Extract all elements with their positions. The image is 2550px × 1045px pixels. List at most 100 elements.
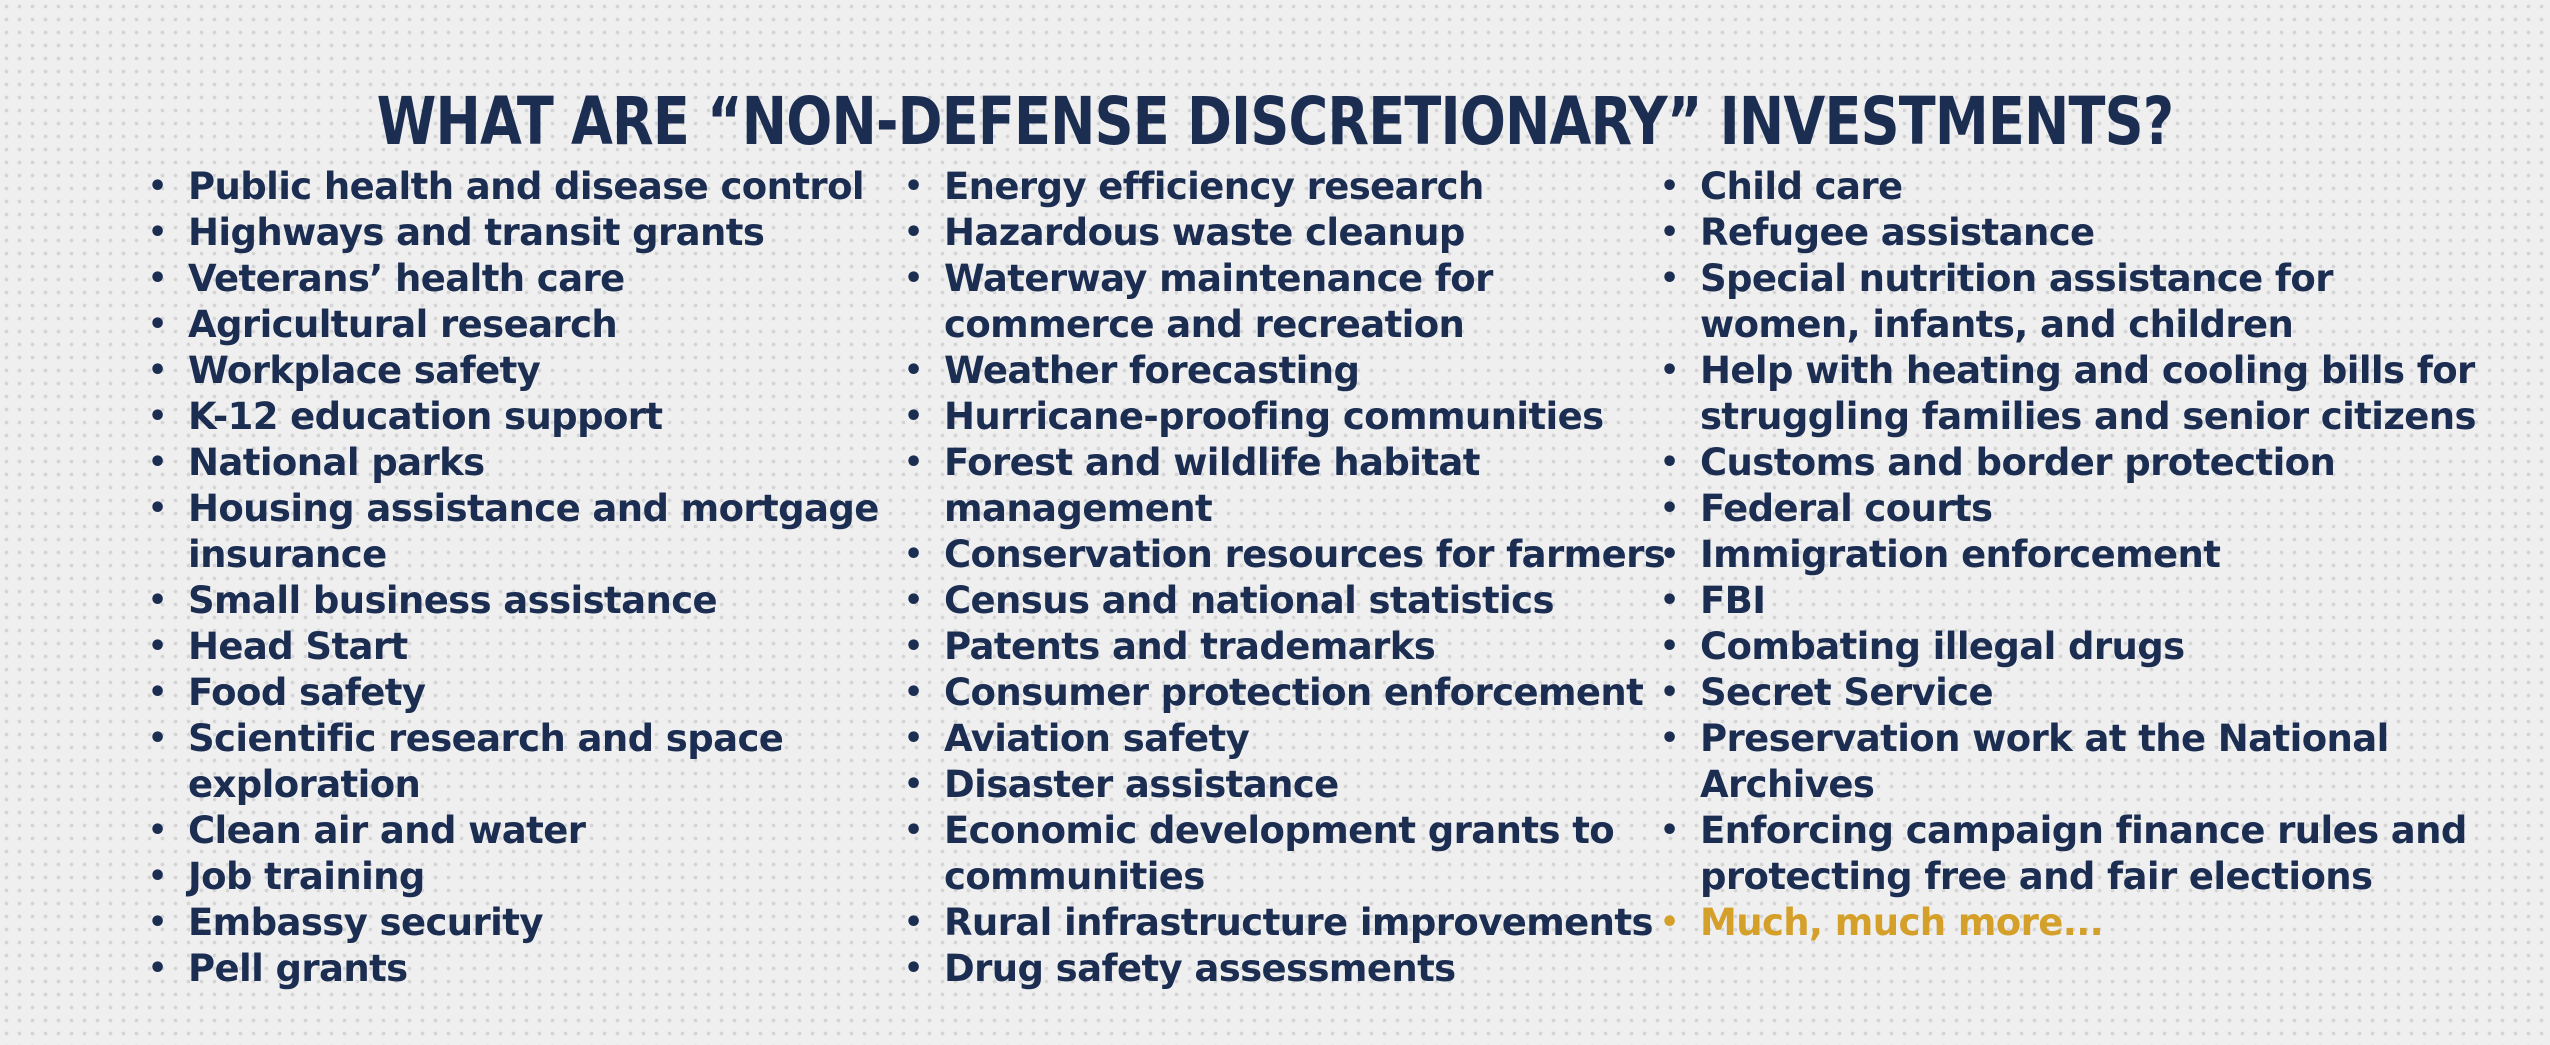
- list-item-text: Forest and wildlife habitat: [944, 441, 1481, 484]
- list-item-text: struggling families and senior citizens: [1700, 395, 2477, 438]
- list-item-text: Federal courts: [1700, 487, 1993, 530]
- list-item: • Scientific research and space exploratio…: [148, 716, 848, 808]
- bullet-icon: •: [904, 353, 923, 388]
- bullet-icon: •: [904, 261, 923, 296]
- list-item-text: Aviation safety: [944, 717, 1250, 760]
- list-item: • Census and national statistics: [904, 578, 1624, 624]
- bullet-icon: •: [1660, 445, 1679, 480]
- bullet-icon: •: [148, 859, 167, 894]
- page-title: WHAT ARE “NON-DEFENSE DISCRETIONARY” INV…: [376, 83, 2175, 161]
- bullet-icon: •: [1660, 629, 1679, 664]
- list-item-text: insurance: [188, 533, 387, 576]
- list-item: • Immigration enforcement: [1660, 532, 2420, 578]
- list-item: • Embassy security: [148, 900, 848, 946]
- investment-list-column-2: • Energy efficiency research • Hazardous wa…: [904, 164, 1666, 992]
- list-item: • K-12 education support: [148, 394, 848, 440]
- bullet-icon: •: [148, 813, 167, 848]
- bullet-icon: •: [1660, 721, 1679, 756]
- list-item-text: Energy efficiency research: [944, 165, 1484, 208]
- list-item: • Hurricane-proofing communities: [904, 394, 1624, 440]
- list-item: • Small business assistance: [148, 578, 848, 624]
- list-item-text: Census and national statistics: [944, 579, 1555, 622]
- list-item-text: Job training: [188, 855, 425, 898]
- bullet-icon: •: [148, 399, 167, 434]
- bullet-icon: •: [904, 905, 923, 940]
- bullet-icon: •: [148, 675, 167, 710]
- list-item: • Veterans’ health care: [148, 256, 848, 302]
- list-item-text: exploration: [188, 763, 421, 806]
- bullet-icon: •: [1660, 813, 1679, 848]
- bullet-icon: •: [904, 813, 923, 848]
- list-item-text: Highways and transit grants: [188, 211, 765, 254]
- bullet-icon: •: [904, 445, 923, 480]
- list-item-text: Weather forecasting: [944, 349, 1360, 392]
- list-item: • Public health and disease control: [148, 164, 865, 210]
- list-item: • Pell grants: [148, 946, 848, 992]
- bullet-icon: •: [1660, 675, 1679, 710]
- list-item-text: Refugee assistance: [1700, 211, 2095, 254]
- list-item: • Forest and wildlife habitat management: [904, 440, 1624, 532]
- list-item: • Hazardous waste cleanup: [904, 210, 1624, 256]
- list-item-text: Food safety: [188, 671, 426, 714]
- bullet-icon: •: [904, 583, 923, 618]
- list-item: • Aviation safety: [904, 716, 1624, 762]
- list-item-text: Drug safety assessments: [944, 947, 1456, 990]
- list-item: • Conservation resources for farmers: [904, 532, 1666, 578]
- list-item-text: Pell grants: [188, 947, 408, 990]
- list-item-text: Child care: [1700, 165, 1903, 208]
- bullet-icon: •: [148, 307, 167, 342]
- list-item: • Customs and border protection: [1660, 440, 2420, 486]
- bullet-icon: •: [148, 721, 167, 756]
- list-item-text: Customs and border protection: [1700, 441, 2336, 484]
- list-item-text: Clean air and water: [188, 809, 586, 852]
- list-item: • Weather forecasting: [904, 348, 1624, 394]
- list-item-text: Veterans’ health care: [188, 257, 625, 300]
- bullet-icon: •: [904, 629, 923, 664]
- list-item-text: Economic development grants to: [944, 809, 1615, 852]
- bullet-icon: •: [1660, 905, 1679, 940]
- list-item-text: Preservation work at the National: [1700, 717, 2389, 760]
- list-item: • Waterway maintenance for commerce and re…: [904, 256, 1624, 348]
- list-item: • Federal courts: [1660, 486, 2420, 532]
- list-item: • Agricultural research: [148, 302, 848, 348]
- list-item: • Help with heating and cooling bills for…: [1660, 348, 2477, 440]
- bullet-icon: •: [148, 951, 167, 986]
- list-item: • Housing assistance and mortgage insuranc…: [148, 486, 879, 578]
- bullet-icon: •: [148, 445, 167, 480]
- more-text: Much, much more...: [1700, 901, 2104, 944]
- bullet-icon: •: [1660, 583, 1679, 618]
- list-item-text: Agricultural research: [188, 303, 618, 346]
- list-item-text: Housing assistance and mortgage: [188, 487, 879, 530]
- list-item-text: management: [944, 487, 1213, 530]
- bullet-icon: •: [148, 491, 167, 526]
- list-item: • Workplace safety: [148, 348, 848, 394]
- list-item: • Drug safety assessments: [904, 946, 1624, 992]
- investment-list-column-3: • Child care • Refugee assistance • Special n…: [1660, 164, 2477, 946]
- list-item-text: Rural infrastructure improvements: [944, 901, 1654, 944]
- bullet-icon: •: [1660, 169, 1679, 204]
- list-item: • Job training: [148, 854, 848, 900]
- list-item: • Food safety: [148, 670, 848, 716]
- list-item: • Enforcing campaign finance rules and pro…: [1660, 808, 2467, 900]
- list-item: • Secret Service: [1660, 670, 2420, 716]
- list-item-text: Consumer protection enforcement: [944, 671, 1644, 714]
- list-item-text: Help with heating and cooling bills for: [1700, 349, 2475, 392]
- list-item: • Energy efficiency research: [904, 164, 1624, 210]
- list-item-more: • Much, much more...: [1660, 900, 2420, 946]
- bullet-icon: •: [904, 399, 923, 434]
- list-item-text: Conservation resources for farmers: [944, 533, 1666, 576]
- list-item-text: protecting free and fair elections: [1700, 855, 2373, 898]
- list-item-text: Hazardous waste cleanup: [944, 211, 1465, 254]
- list-item-text: Workplace safety: [188, 349, 541, 392]
- investment-list-column-1: • Public health and disease control • Highw…: [148, 164, 879, 992]
- list-item: • Combating illegal drugs: [1660, 624, 2420, 670]
- bullet-icon: •: [904, 767, 923, 802]
- list-item-text: Archives: [1700, 763, 1875, 806]
- bullet-icon: •: [904, 951, 923, 986]
- bullet-icon: •: [148, 353, 167, 388]
- list-item: • Head Start: [148, 624, 848, 670]
- list-item-text: Scientific research and space: [188, 717, 784, 760]
- list-item-text: communities: [944, 855, 1205, 898]
- list-item-text: Patents and trademarks: [944, 625, 1436, 668]
- list-item-text: commerce and recreation: [944, 303, 1465, 346]
